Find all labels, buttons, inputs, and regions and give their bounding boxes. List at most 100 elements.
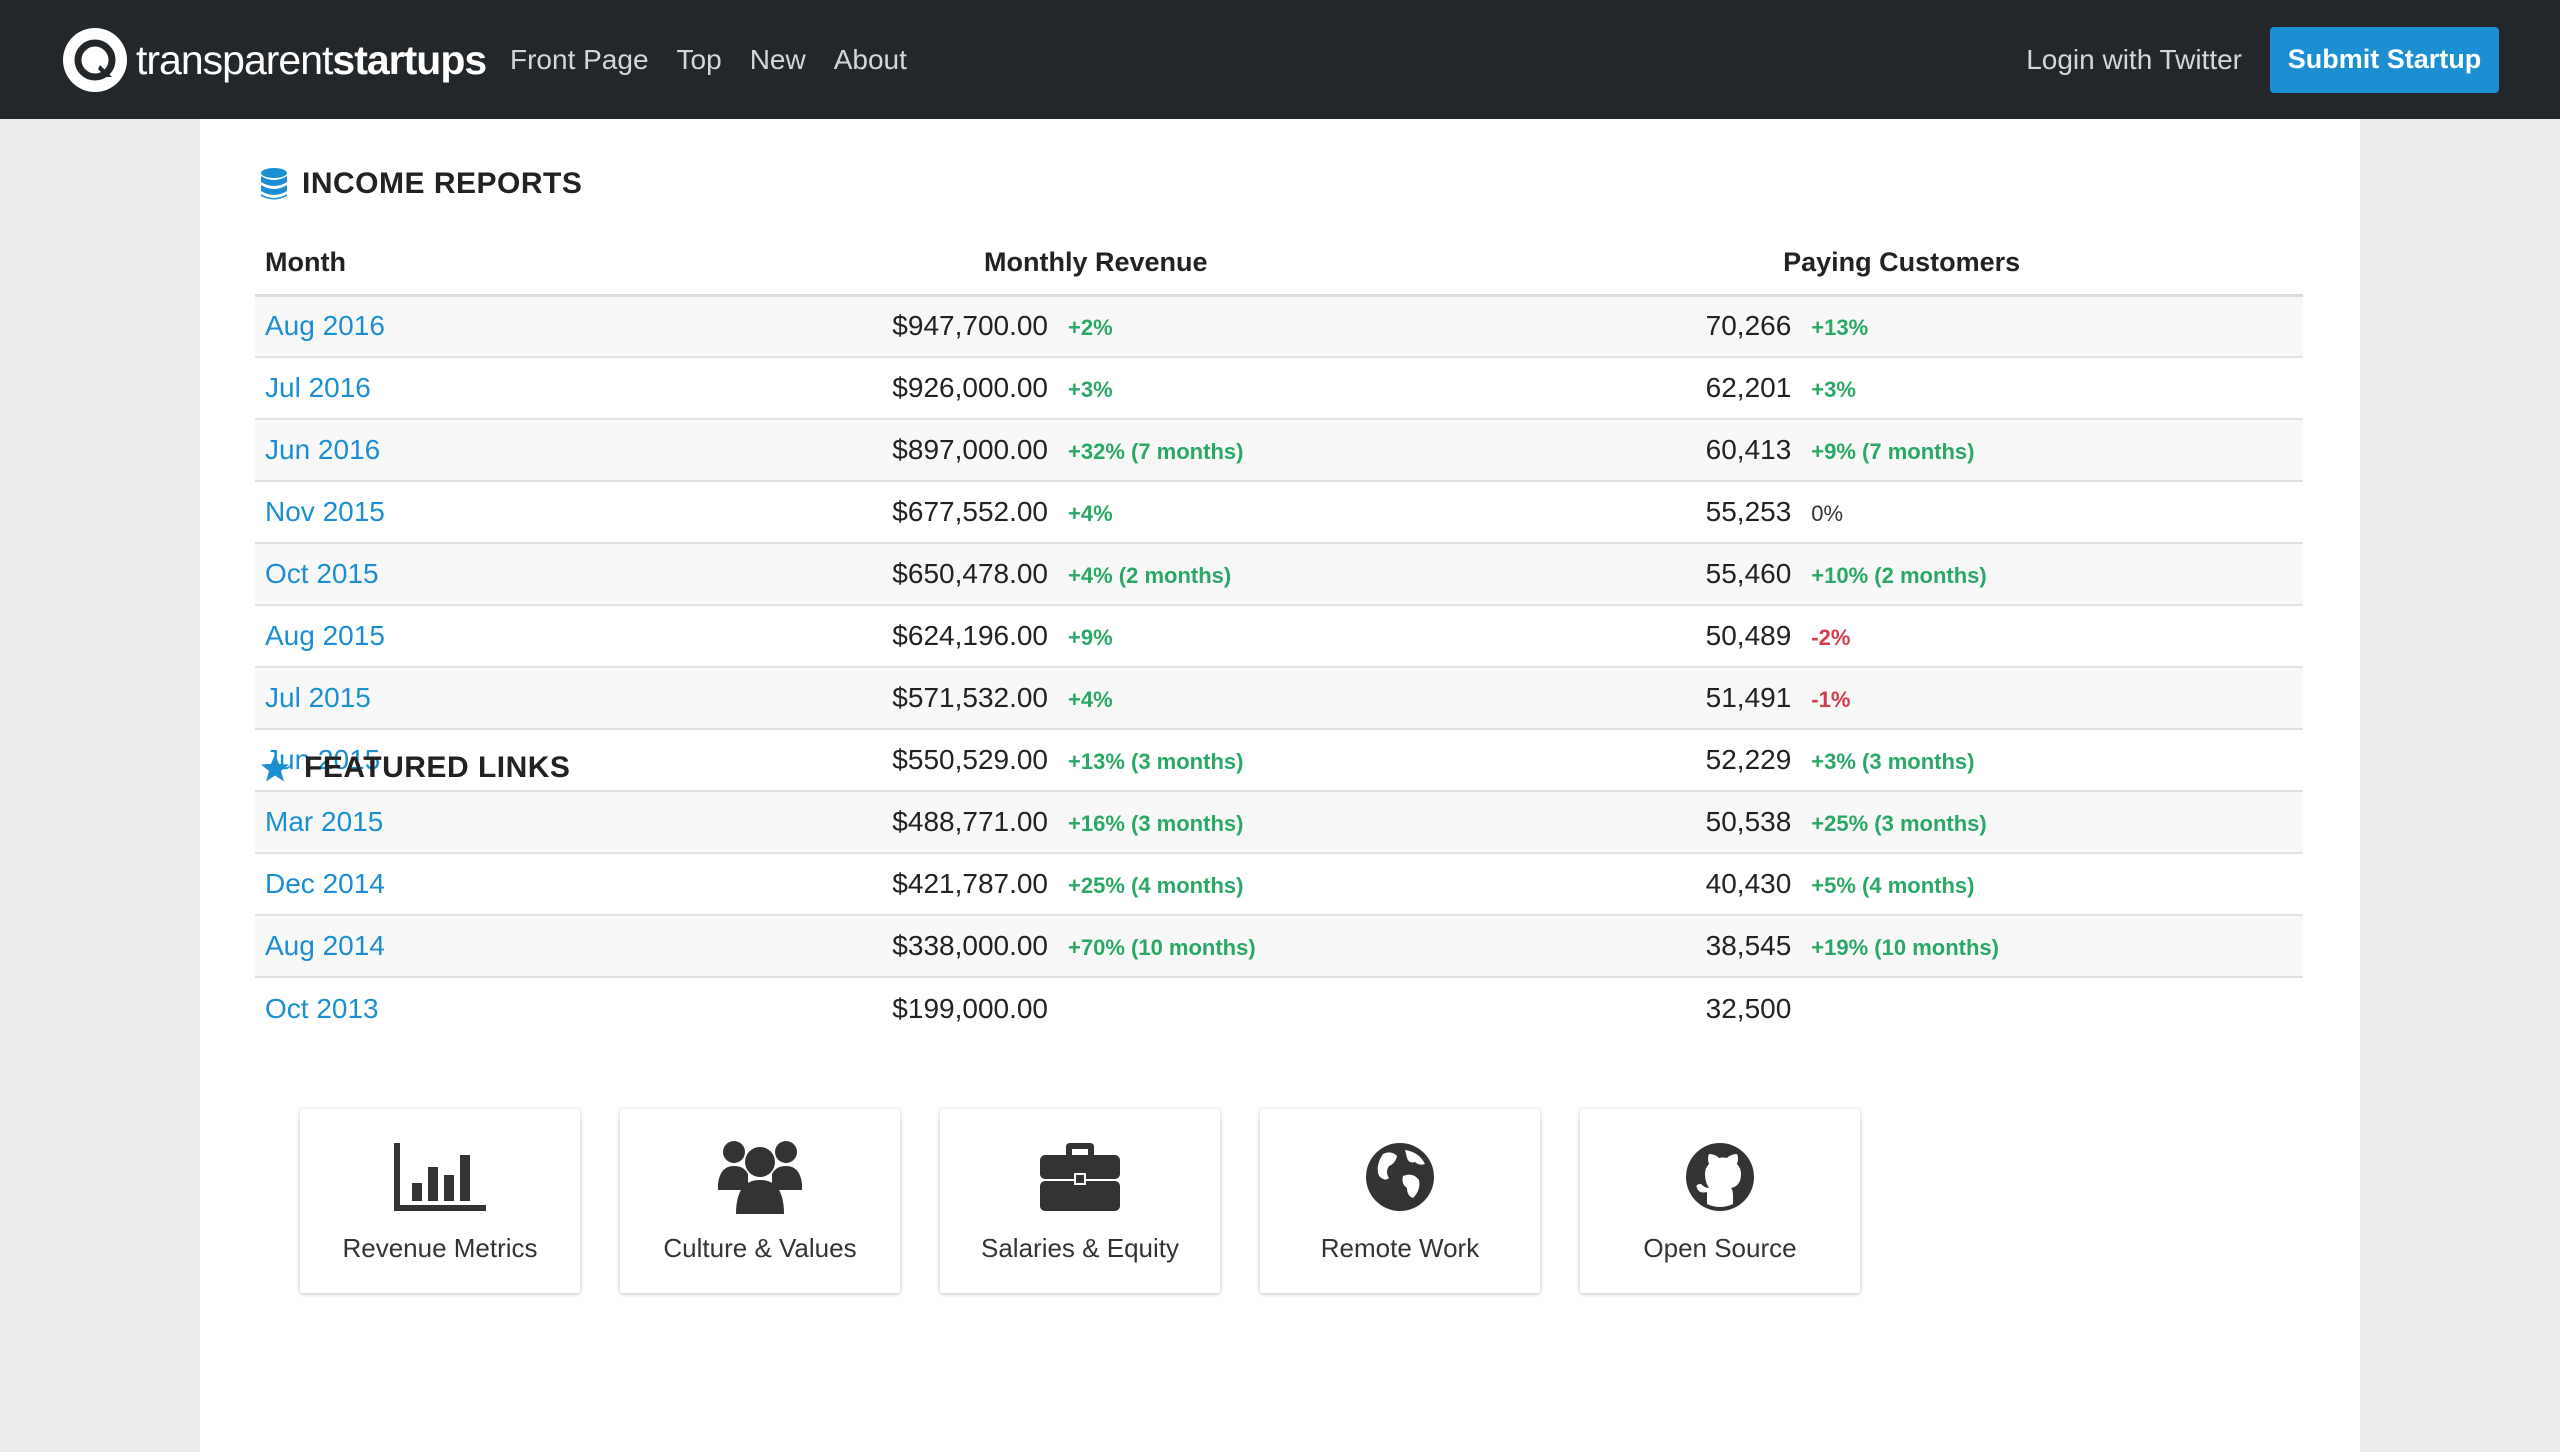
customers-value-cell: 32,500 bbox=[1703, 977, 1811, 1039]
customers-value: 40,430 bbox=[1705, 868, 1792, 899]
customers-value-cell: 70,266 bbox=[1703, 295, 1812, 358]
month-link[interactable]: Oct 2015 bbox=[265, 558, 379, 589]
nav-new[interactable]: New bbox=[749, 43, 806, 75]
customers-value: 55,460 bbox=[1705, 558, 1792, 589]
card-label: Revenue Metrics bbox=[342, 1233, 538, 1263]
customers-change-cell: +9% (7 months) bbox=[1811, 419, 2303, 482]
revenue-value-cell: $421,787.00 bbox=[888, 853, 1069, 916]
card-culture-values[interactable]: Culture & Values bbox=[620, 1109, 900, 1293]
income-reports-heading: INCOME REPORTS bbox=[260, 167, 582, 201]
brand-logo-link[interactable]: transparentstartups bbox=[62, 27, 487, 93]
month-link[interactable]: Jun 2015 bbox=[265, 744, 381, 775]
month-link[interactable]: Nov 2015 bbox=[265, 496, 385, 527]
login-twitter-link[interactable]: Login with Twitter bbox=[2026, 43, 2242, 75]
header-month: Month bbox=[255, 231, 889, 297]
customers-value-cell: 50,538 bbox=[1703, 791, 1812, 854]
month-link-cell: Jul 2015 bbox=[255, 667, 889, 730]
customers-change: -2% bbox=[1811, 625, 1851, 650]
revenue-value: $550,529.00 bbox=[892, 744, 1049, 775]
customers-change-cell: +19% (10 months) bbox=[1811, 915, 2303, 978]
customers-change: +3% bbox=[1811, 377, 1856, 402]
month-link-cell: Dec 2014 bbox=[255, 853, 889, 916]
table-row: Aug 2016 $947,700.00 +2% 70,266 +13% bbox=[255, 295, 2303, 358]
revenue-change: +4% bbox=[1068, 687, 1113, 712]
revenue-change-cell: +4% bbox=[1068, 481, 1704, 544]
month-link-cell: Mar 2015 bbox=[255, 791, 889, 854]
month-link[interactable]: Aug 2016 bbox=[265, 310, 385, 342]
customers-value: 70,266 bbox=[1705, 310, 1792, 342]
month-link-cell: Oct 2015 bbox=[255, 543, 889, 606]
month-link[interactable]: Aug 2014 bbox=[265, 930, 385, 961]
revenue-value-cell: $571,532.00 bbox=[888, 667, 1069, 730]
card-remote-work[interactable]: Remote Work bbox=[1260, 1109, 1540, 1293]
month-link-cell: Aug 2016 bbox=[255, 295, 889, 358]
revenue-change: +25% (4 months) bbox=[1068, 873, 1244, 898]
revenue-change: +2% bbox=[1068, 315, 1113, 341]
month-link[interactable]: Aug 2015 bbox=[265, 620, 385, 651]
revenue-value-cell: $650,478.00 bbox=[888, 543, 1069, 606]
table-row: Jun 2015 $550,529.00 +13% (3 months) 52,229… bbox=[255, 729, 2303, 792]
nav-front-page[interactable]: Front Page bbox=[510, 43, 649, 75]
revenue-change: +16% (3 months) bbox=[1068, 811, 1244, 836]
table-row: Oct 2013 $199,000.00 32,500 bbox=[255, 977, 2303, 1039]
month-link-cell: Jul 2016 bbox=[255, 357, 889, 420]
users-icon bbox=[718, 1141, 802, 1214]
nav-top[interactable]: Top bbox=[676, 43, 722, 75]
revenue-value-cell: $624,196.00 bbox=[888, 605, 1069, 668]
card-salaries-equity[interactable]: Salaries & Equity bbox=[940, 1109, 1220, 1293]
month-link[interactable]: Jul 2015 bbox=[265, 682, 371, 713]
revenue-value-cell: $199,000.00 bbox=[888, 977, 1068, 1039]
card-revenue-metrics[interactable]: Revenue Metrics bbox=[300, 1109, 580, 1293]
featured-links-cards: Revenue Metrics Culture & Values bbox=[300, 1109, 1900, 1293]
revenue-value-cell: $488,771.00 bbox=[888, 791, 1069, 854]
revenue-value-cell: $677,552.00 bbox=[888, 481, 1069, 544]
customers-value: 38,545 bbox=[1705, 930, 1792, 961]
globe-icon bbox=[1366, 1143, 1434, 1211]
customers-value: 50,538 bbox=[1705, 806, 1792, 837]
revenue-change: +9% bbox=[1068, 625, 1113, 650]
table-row: Mar 2015 $488,771.00 +16% (3 months) 50,538… bbox=[255, 791, 2303, 854]
revenue-value-cell: $897,000.00 bbox=[888, 419, 1069, 482]
revenue-change: +3% bbox=[1068, 377, 1113, 402]
customers-change: +3% (3 months) bbox=[1811, 749, 1975, 774]
nav-about[interactable]: About bbox=[833, 43, 907, 75]
table-row: Oct 2015 $650,478.00 +4% (2 months) 55,460 +… bbox=[255, 543, 2303, 606]
revenue-change-cell: +9% bbox=[1068, 605, 1704, 668]
month-link[interactable]: Dec 2014 bbox=[265, 868, 385, 899]
customers-change-cell: +10% (2 months) bbox=[1811, 543, 2303, 606]
table-row: Aug 2015 $624,196.00 +9% 50,489 -2% bbox=[255, 605, 2303, 668]
month-link-cell: Aug 2015 bbox=[255, 605, 889, 668]
customers-value-cell: 51,491 bbox=[1703, 667, 1812, 730]
customers-value-cell: 52,229 bbox=[1703, 729, 1812, 792]
header-monthly-revenue: Monthly Revenue bbox=[888, 231, 1704, 297]
month-link-cell: Oct 2013 bbox=[255, 977, 888, 1039]
month-link[interactable]: Oct 2013 bbox=[265, 992, 379, 1024]
card-label: Open Source bbox=[1643, 1233, 1797, 1263]
revenue-change-cell: +13% (3 months) bbox=[1068, 729, 1704, 792]
star-icon bbox=[261, 754, 289, 782]
customers-change: +9% (7 months) bbox=[1811, 439, 1975, 464]
customers-value-cell: 55,460 bbox=[1703, 543, 1812, 606]
customers-value-cell: 60,413 bbox=[1703, 419, 1812, 482]
customers-value-cell: 50,489 bbox=[1703, 605, 1812, 668]
revenue-value-cell: $926,000.00 bbox=[888, 357, 1069, 420]
table-row: Aug 2014 $338,000.00 +70% (10 months) 38,54… bbox=[255, 915, 2303, 978]
month-link[interactable]: Mar 2015 bbox=[265, 806, 384, 837]
revenue-change-cell: +4% bbox=[1068, 667, 1704, 730]
revenue-change: +4% bbox=[1068, 501, 1113, 526]
revenue-value: $338,000.00 bbox=[892, 930, 1049, 961]
revenue-value-cell: $550,529.00 bbox=[888, 729, 1069, 792]
revenue-change-cell: +70% (10 months) bbox=[1068, 915, 1704, 978]
month-link[interactable]: Jul 2016 bbox=[265, 372, 371, 403]
main-nav: Front Page Top New About bbox=[510, 0, 935, 119]
submit-startup-button[interactable]: Submit Startup bbox=[2270, 26, 2499, 93]
brand-name: transparentstartups bbox=[136, 36, 487, 83]
table-row: Jul 2016 $926,000.00 +3% 62,201 +3% bbox=[255, 357, 2303, 420]
month-link[interactable]: Jun 2016 bbox=[265, 434, 381, 465]
github-icon bbox=[1686, 1143, 1754, 1211]
month-link-cell: Aug 2014 bbox=[255, 915, 889, 978]
revenue-change: +32% (7 months) bbox=[1068, 439, 1244, 464]
card-open-source[interactable]: Open Source bbox=[1580, 1109, 1860, 1293]
income-reports-table: Month Monthly Revenue Paying Customers A… bbox=[255, 231, 2303, 1039]
featured-links-heading: FEATURED LINKS bbox=[260, 751, 570, 785]
